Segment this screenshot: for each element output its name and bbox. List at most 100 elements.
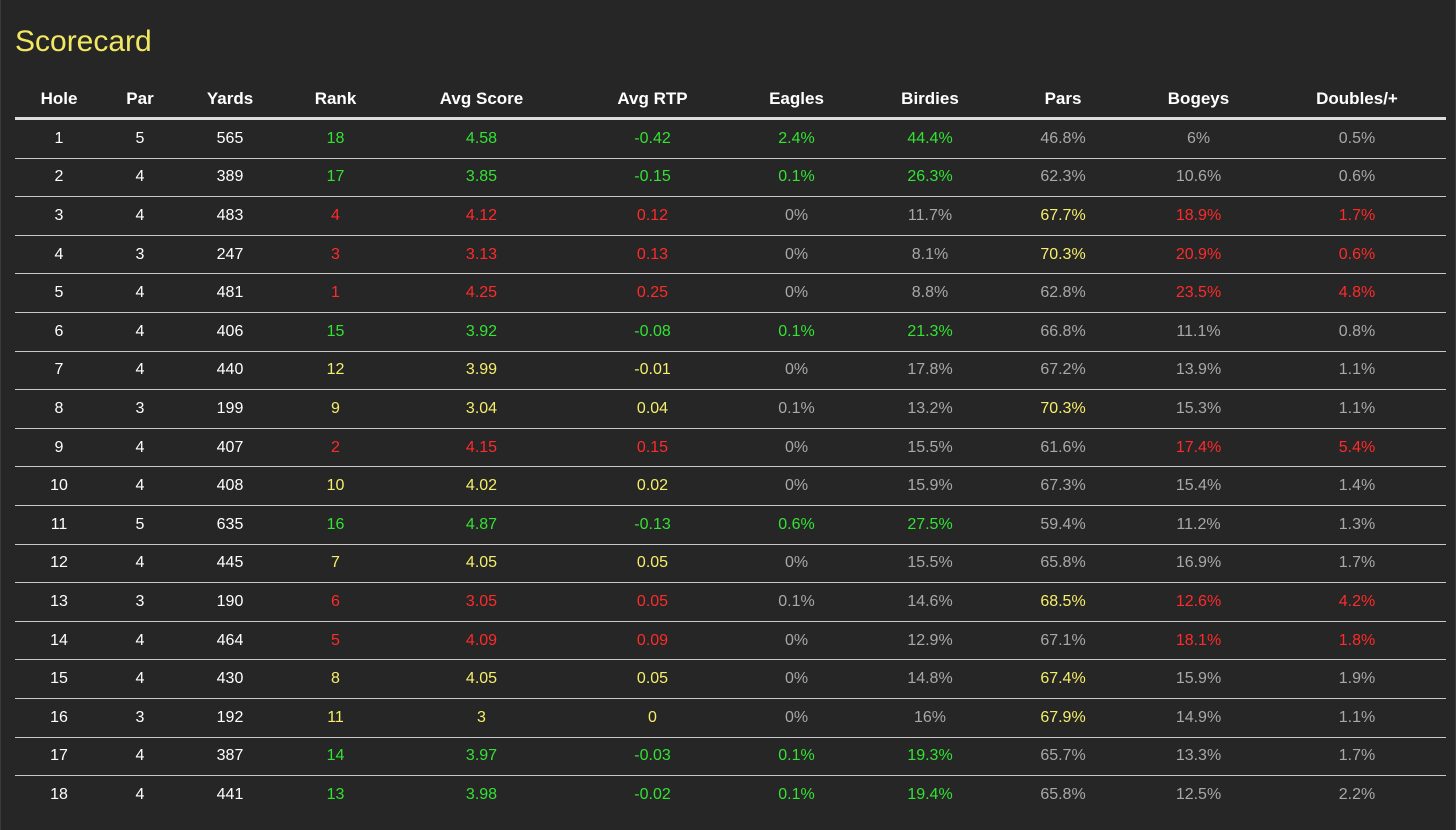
cell-bogeys: 15.3% bbox=[1129, 389, 1268, 429]
cell-birdies: 27.5% bbox=[863, 505, 997, 545]
cell-avg-score: 3 bbox=[388, 698, 575, 738]
cell-hole: 15 bbox=[15, 659, 103, 699]
cell-avg-rtp: 0.04 bbox=[575, 389, 730, 429]
cell-yards: 464 bbox=[177, 621, 283, 661]
cell-avg-score: 4.09 bbox=[388, 621, 575, 661]
table-row: 10 4 408 10 4.02 0.02 0% 15.9% 67.3% 15.4% 1.4% bbox=[15, 466, 1446, 506]
cell-eagles: 0% bbox=[730, 544, 863, 584]
cell-par: 4 bbox=[103, 351, 177, 391]
cell-yards: 406 bbox=[177, 312, 283, 352]
cell-par: 4 bbox=[135, 785, 145, 803]
cell-bogeys: 11.2% bbox=[1129, 505, 1268, 545]
cell-rank: 16 bbox=[283, 505, 388, 545]
cell-eagles: 0.6% bbox=[730, 505, 863, 545]
cell-hole: 3 bbox=[15, 196, 103, 236]
cell-bogeys: 18.9% bbox=[1129, 196, 1268, 236]
column-header-par: Par bbox=[103, 80, 177, 120]
cell-pars: 70.3% bbox=[997, 389, 1129, 429]
cell-doubles-plus: 1.1% bbox=[1268, 698, 1446, 738]
cell-yards: 387 bbox=[177, 737, 283, 777]
cell-avg-score: 3.13 bbox=[388, 235, 575, 275]
cell-eagles: 0% bbox=[730, 273, 863, 313]
cell-par: 5 bbox=[103, 505, 177, 545]
column-header-avg-rtp: Avg RTP bbox=[575, 80, 730, 120]
cell-birdies: 44.4% bbox=[863, 118, 997, 159]
cell-avg-score: 3.98 bbox=[465, 785, 498, 803]
table-row: 2 4 389 17 3.85 -0.15 0.1% 26.3% 62.3% 10.6% 0.6% bbox=[15, 158, 1446, 198]
cell-rank: 11 bbox=[283, 698, 388, 738]
cell-birdies: 8.1% bbox=[863, 235, 997, 275]
cell-birdies: 21.3% bbox=[863, 312, 997, 352]
cell-doubles-plus: 1.1% bbox=[1268, 389, 1446, 429]
cell-birdies: 15.5% bbox=[863, 544, 997, 584]
cell-rank: 8 bbox=[283, 659, 388, 699]
cell-yards: 192 bbox=[177, 698, 283, 738]
cell-eagles: 0% bbox=[730, 351, 863, 391]
cell-bogeys: 12.5% bbox=[1175, 785, 1222, 803]
cell-par: 4 bbox=[103, 312, 177, 352]
cell-avg-score: 3.85 bbox=[388, 158, 575, 198]
cell-pars: 65.8% bbox=[997, 544, 1129, 584]
cell-pars: 59.4% bbox=[997, 505, 1129, 545]
cell-eagles: 0.1% bbox=[730, 312, 863, 352]
cell-eagles: 0.1% bbox=[730, 737, 863, 777]
cell-pars: 67.4% bbox=[997, 659, 1129, 699]
cell-doubles-plus: 1.4% bbox=[1268, 466, 1446, 506]
cell-bogeys: 6% bbox=[1129, 118, 1268, 159]
cell-eagles: 0.1% bbox=[730, 582, 863, 622]
cell-avg-rtp: -0.01 bbox=[575, 351, 730, 391]
cell-rank: 7 bbox=[283, 544, 388, 584]
cell-avg-score: 4.87 bbox=[388, 505, 575, 545]
cell-hole: 13 bbox=[15, 582, 103, 622]
table-row: 13 3 190 6 3.05 0.05 0.1% 14.6% 68.5% 12.6% 4.2% bbox=[15, 582, 1446, 622]
cell-doubles-plus: 1.7% bbox=[1268, 544, 1446, 584]
cell-doubles-plus: 0.8% bbox=[1268, 312, 1446, 352]
cell-avg-score: 4.05 bbox=[388, 659, 575, 699]
cell-hole: 7 bbox=[15, 351, 103, 391]
cell-pars: 66.8% bbox=[997, 312, 1129, 352]
cell-hole: 9 bbox=[15, 428, 103, 468]
cell-eagles: 0% bbox=[730, 466, 863, 506]
cell-pars: 67.1% bbox=[997, 621, 1129, 661]
cell-hole: 18 bbox=[50, 785, 68, 803]
cell-hole: 14 bbox=[15, 621, 103, 661]
cell-bogeys: 15.4% bbox=[1129, 466, 1268, 506]
cell-hole: 11 bbox=[15, 505, 103, 545]
cell-birdies: 16% bbox=[863, 698, 997, 738]
column-header-bogeys: Bogeys bbox=[1129, 80, 1268, 120]
cell-doubles-plus: 5.4% bbox=[1268, 428, 1446, 468]
cell-par: 4 bbox=[103, 466, 177, 506]
cell-avg-rtp: 0.25 bbox=[575, 273, 730, 313]
cell-doubles-plus: 4.8% bbox=[1268, 273, 1446, 313]
cell-avg-rtp: -0.13 bbox=[575, 505, 730, 545]
scorecard-table: Hole Par Yards Rank Avg Score Avg RTP Eagles Bi… bbox=[15, 80, 1446, 814]
table-row: 6 4 406 15 3.92 -0.08 0.1% 21.3% 66.8% 11.1% 0.8% bbox=[15, 312, 1446, 352]
cell-rank: 10 bbox=[283, 466, 388, 506]
cell-hole: 1 bbox=[15, 118, 103, 159]
cell-bogeys: 13.9% bbox=[1129, 351, 1268, 391]
cell-par: 4 bbox=[103, 158, 177, 198]
cell-bogeys: 11.1% bbox=[1129, 312, 1268, 352]
column-header-birdies: Birdies bbox=[863, 80, 997, 120]
table-row: 17 4 387 14 3.97 -0.03 0.1% 19.3% 65.7% 13.3% 1.7% bbox=[15, 737, 1446, 777]
cell-doubles-plus: 1.7% bbox=[1268, 196, 1446, 236]
cell-hole: 2 bbox=[15, 158, 103, 198]
cell-pars: 68.5% bbox=[997, 582, 1129, 622]
cell-par: 4 bbox=[103, 544, 177, 584]
cell-avg-rtp: 0 bbox=[575, 698, 730, 738]
cell-yards: 635 bbox=[177, 505, 283, 545]
cell-par: 4 bbox=[103, 196, 177, 236]
cell-par: 3 bbox=[103, 582, 177, 622]
cell-eagles: 0% bbox=[730, 428, 863, 468]
cell-yards: 441 bbox=[216, 785, 244, 803]
cell-avg-rtp: -0.02 bbox=[634, 785, 671, 803]
cell-avg-rtp: -0.15 bbox=[575, 158, 730, 198]
cell-yards: 407 bbox=[177, 428, 283, 468]
cell-yards: 445 bbox=[177, 544, 283, 584]
cell-hole: 10 bbox=[15, 466, 103, 506]
cell-pars: 67.2% bbox=[997, 351, 1129, 391]
cell-avg-rtp: 0.02 bbox=[575, 466, 730, 506]
cell-birdies: 8.8% bbox=[863, 273, 997, 313]
cell-avg-score: 3.97 bbox=[388, 737, 575, 777]
table-row: 3 4 483 4 4.12 0.12 0% 11.7% 67.7% 18.9% 1.7% bbox=[15, 196, 1446, 236]
